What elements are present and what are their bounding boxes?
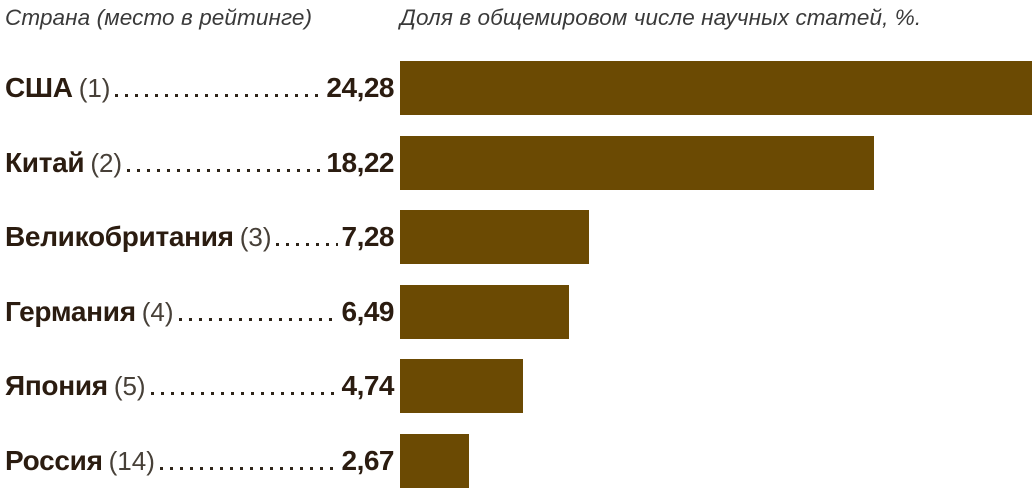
chart-row: Германия (4) 6,49: [0, 275, 1032, 350]
chart-row: Япония (5) 4,74: [0, 349, 1032, 424]
bar-track: [400, 359, 1032, 414]
dotted-leader: [276, 243, 338, 247]
country-rank: (3): [239, 222, 272, 253]
chart-row: Россия (14) 2,67: [0, 424, 1032, 498]
row-label: Китай (2) 18,22: [0, 147, 400, 179]
dotted-leader: [115, 94, 323, 98]
share-value: 2,67: [341, 444, 395, 476]
row-label: Япония (5) 4,74: [0, 370, 400, 402]
row-label: США (1) 24,28: [0, 72, 400, 104]
share-value: 18,22: [326, 146, 394, 178]
bar-track: [400, 284, 1032, 339]
share-value: 4,74: [341, 370, 395, 402]
share-value: 6,49: [341, 295, 395, 327]
country-rank: (5): [113, 371, 146, 402]
country-name: США: [5, 72, 73, 104]
dotted-leader: [178, 317, 338, 321]
country-name: Великобритания: [5, 221, 234, 253]
dotted-leader: [150, 392, 338, 396]
country-name: Китай: [5, 146, 85, 178]
dotted-leader: [127, 168, 323, 172]
chart-row: США (1) 24,28: [0, 51, 1032, 126]
share-bar: [400, 61, 1032, 116]
column-header-country: Страна (место в рейтинге): [5, 5, 313, 30]
row-label: Германия (4) 6,49: [0, 296, 400, 328]
bar-track: [400, 135, 1032, 190]
share-bar: [400, 135, 875, 190]
share-bar: [400, 284, 569, 339]
country-name: Германия: [5, 295, 136, 327]
share-value: 7,28: [341, 221, 395, 253]
share-bar: [400, 210, 590, 265]
column-headers: Страна (место в рейтинге) Доля в общемир…: [0, 0, 1032, 51]
country-rank: (4): [141, 296, 174, 327]
share-value: 24,28: [326, 72, 394, 104]
row-label: Великобритания (3) 7,28: [0, 221, 400, 253]
country-rank: (2): [90, 147, 123, 178]
bar-track: [400, 210, 1032, 265]
bar-track: [400, 61, 1032, 116]
country-name: Россия: [5, 444, 103, 476]
dotted-leader: [159, 466, 338, 470]
country-name: Япония: [5, 370, 108, 402]
share-bar: [400, 359, 524, 414]
share-bar: [400, 433, 470, 488]
bar-track: [400, 433, 1032, 488]
country-rank: (1): [78, 73, 111, 104]
chart-row: Великобритания (3) 7,28: [0, 200, 1032, 275]
chart-row: Китай (2) 18,22: [0, 126, 1032, 201]
row-label: Россия (14) 2,67: [0, 445, 400, 477]
column-header-share: Доля в общемировом числе научных статей,…: [400, 5, 922, 30]
country-rank: (14): [108, 445, 155, 476]
